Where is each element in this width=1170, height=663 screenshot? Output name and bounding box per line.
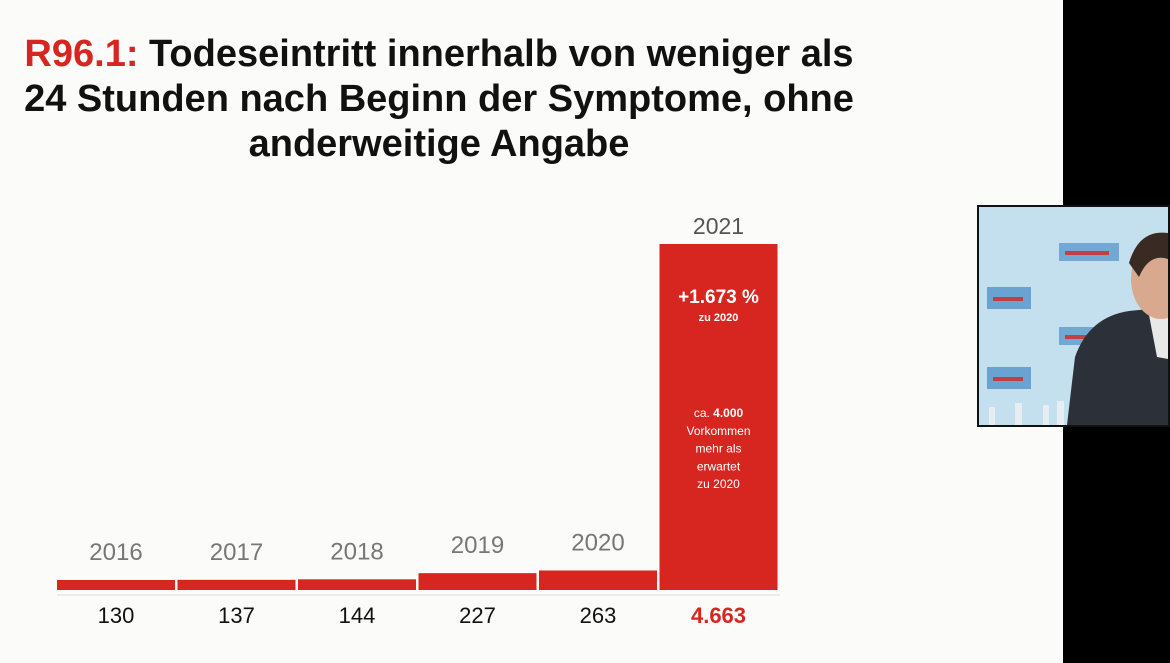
year-label-2021: 2021 [693, 213, 744, 239]
slide-title: R96.1: Todeseintritt innerhalb von wenig… [0, 32, 884, 167]
bar-chart: 2016 2017 2018 2019 2020 2021 130 137 144 227 263… [57, 213, 780, 628]
year-label-2017: 2017 [210, 539, 263, 566]
title-code: R96.1: [24, 33, 139, 75]
bar-2020 [539, 570, 657, 590]
annotation-group: +1.673 % zu 2020 ca. 4.000 Vorkommen mehr al… [678, 287, 759, 491]
bar-2021 [659, 244, 778, 590]
year-label-2016: 2016 [89, 539, 142, 566]
bar-2019 [418, 573, 537, 590]
annotation-excess-line: zu 2020 [697, 477, 740, 491]
bar-2017 [177, 579, 296, 590]
annotation-excess-line: mehr als [695, 442, 741, 456]
title-line-3: anderweitige Angabe [248, 123, 630, 165]
speaker-video-thumbnail [977, 205, 1170, 427]
annotation-excess-prefix: ca. [694, 406, 713, 420]
bar-2016 [57, 580, 175, 590]
year-label-2019: 2019 [451, 532, 504, 559]
value-label-2016: 130 [98, 603, 135, 628]
year-label-2018: 2018 [330, 538, 383, 565]
year-label-2020: 2020 [571, 529, 624, 556]
speaker-figure [1067, 232, 1168, 425]
annotation-excess-line: Vorkommen [686, 424, 750, 438]
annotation-excess-value: ca. 4.000 [694, 406, 744, 420]
annotation-change-pct: +1.673 % [678, 287, 759, 308]
speaker-video-image [979, 207, 1168, 425]
title-line-1-text: Todeseintritt innerhalb von weniger als [138, 33, 854, 75]
title-line-1: R96.1: Todeseintritt innerhalb von wenig… [0, 32, 884, 77]
annotation-excess-number: 4.000 [713, 406, 743, 420]
year-label-group: 2016 2017 2018 2019 2020 2021 [89, 213, 744, 566]
title-line-2: 24 Stunden nach Beginn der Symptome, ohn… [24, 78, 854, 120]
value-label-2021: 4.663 [691, 603, 746, 628]
bar-group [57, 244, 778, 590]
bar-2018 [298, 579, 416, 590]
table-bottles [989, 401, 1064, 425]
value-label-2020: 263 [580, 603, 617, 628]
value-label-group: 130 137 144 227 263 4.663 [98, 603, 746, 628]
value-label-2017: 137 [218, 603, 255, 628]
annotation-change-ref: zu 2020 [699, 312, 739, 324]
presentation-slide: R96.1: Todeseintritt innerhalb von wenig… [0, 0, 1063, 663]
value-label-2019: 227 [459, 603, 496, 628]
annotation-excess-line: erwartet [697, 459, 741, 473]
value-label-2018: 144 [339, 603, 376, 628]
